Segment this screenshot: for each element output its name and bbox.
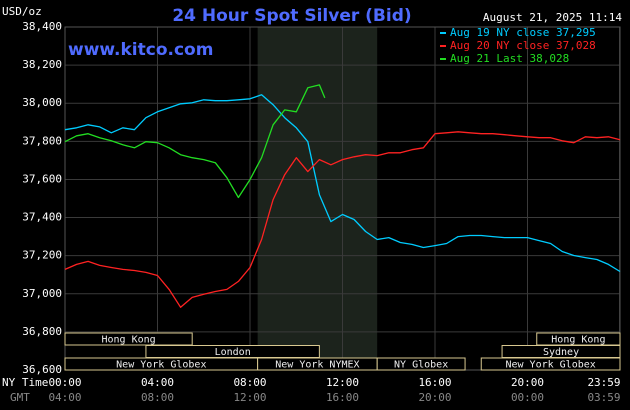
x-tick-label: 08:00 [233,376,266,389]
gmt-tick-label: 12:00 [233,391,266,404]
session-label: Hong Kong [551,335,605,346]
legend-label: Aug 21 Last 38,028 [450,52,569,65]
y-tick-label: 36,800 [22,325,62,338]
y-tick-label: 37,000 [22,287,62,300]
series-line [64,131,621,308]
gmt-tick-label: 00:00 [511,391,544,404]
session-box [480,357,621,371]
gmt-tick-label: 03:59 [587,391,620,404]
gmt-tick-label: 16:00 [326,391,359,404]
gmt-tick-label: 20:00 [418,391,451,404]
watermark: www.kitco.com [68,40,213,60]
session-label: London [215,347,251,358]
chart-title: 24 Hour Spot Silver (Bid) [172,6,411,26]
y-tick-label: 38,400 [22,20,62,33]
gmt-label: GMT [10,391,30,404]
x-tick-label: 12:00 [326,376,359,389]
session-label: NY Globex [394,360,448,371]
legend-label: Aug 20 NY close 37,028 [450,39,596,52]
session-box [64,332,193,346]
y-tick-label: 37,600 [22,172,62,185]
shaded-period [257,27,378,370]
series-line [64,94,621,273]
x-tick-label: 04:00 [141,376,174,389]
session-label: Sydney [543,347,579,358]
y-tick-label: 37,800 [22,134,62,147]
x-tick-label: 00:00 [48,376,81,389]
y-unit: USD/oz [2,5,42,18]
y-tick-label: 36,600 [22,363,62,376]
session-box [376,357,466,371]
session-label: New York Globex [116,360,206,371]
x-tick-label: 20:00 [511,376,544,389]
y-tick-label: 38,200 [22,58,62,71]
y-tick-label: 37,200 [22,249,62,262]
y-tick-label: 38,000 [22,96,62,109]
gmt-tick-label: 04:00 [48,391,81,404]
series-line [64,84,326,199]
ny-time-label: NY Time [2,376,48,389]
session-label: New York Globex [505,360,595,371]
x-tick-label: 23:59 [587,376,620,389]
session-label: Hong Kong [102,335,156,346]
y-tick-label: 37,400 [22,211,62,224]
legend-label: Aug 19 NY close 37,295 [450,26,596,39]
gmt-tick-label: 08:00 [141,391,174,404]
timestamp: August 21, 2025 11:14 [483,11,622,24]
x-tick-label: 16:00 [418,376,451,389]
session-label: New York NYMEX [275,360,359,371]
